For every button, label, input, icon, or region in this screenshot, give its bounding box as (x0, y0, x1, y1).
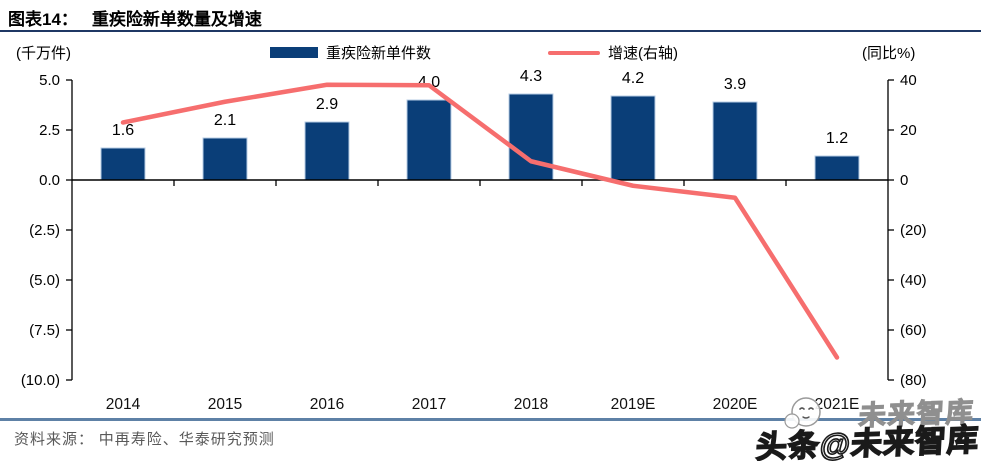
right-axis-unit: (同比%) (862, 45, 916, 62)
line-series-swatch (548, 50, 600, 55)
title-divider (0, 30, 981, 32)
right-axis-tick-label: (60) (900, 322, 927, 339)
category-label: 2020E (713, 396, 758, 413)
legend-item-line: 增速(右轴) (548, 42, 678, 63)
category-label: 2017 (412, 396, 446, 413)
right-axis-tick-label: (20) (900, 222, 927, 239)
left-axis-unit: (千万件) (16, 45, 71, 62)
bar-value-label: 4.2 (622, 70, 644, 87)
source-note: 资料来源： 中再寿险、华泰研究预测 (14, 432, 275, 448)
combo-chart-plot: 5.0 2.5 0.0 (2.5) (5.0) (7.5) (10.0) 40 20 0 (20) (… (21, 68, 927, 413)
category-label: 2015 (208, 396, 242, 413)
left-axis-tick-label: (7.5) (29, 322, 60, 339)
bar-series-swatch (270, 47, 318, 58)
left-axis-tick-label: 0.0 (39, 172, 60, 189)
bar-value-label: 2.9 (316, 96, 338, 113)
left-axis-tick-label: 5.0 (39, 72, 60, 89)
right-axis-tick-label: (40) (900, 272, 927, 289)
right-axis-tick-label: 40 (900, 72, 917, 89)
bar-series-label: 重疾险新单件数 (326, 45, 432, 62)
right-axis-tick-label: 0 (900, 172, 908, 189)
bar-2019E (610, 95, 656, 181)
bar-value-label: 3.9 (724, 76, 746, 93)
category-label: 2014 (106, 396, 141, 413)
category-label: 2018 (514, 396, 548, 413)
bar-2014 (100, 147, 146, 181)
growth-line (120, 82, 840, 360)
bar-2020E (712, 101, 758, 181)
bar-2018 (508, 93, 554, 181)
left-axis-tick-label: (10.0) (21, 372, 60, 389)
category-label: 2021E (815, 396, 860, 413)
right-axis-tick-label: (80) (900, 372, 927, 389)
left-axis-tick-label: (5.0) (29, 272, 60, 289)
bar-2021E (814, 155, 860, 181)
bar-value-label: 4.3 (520, 68, 542, 85)
category-label: 2016 (310, 396, 344, 413)
left-axis-tick-label: 2.5 (39, 122, 60, 139)
figure-bottom-divider (0, 418, 981, 421)
legend-item-bars: 重疾险新单件数 (270, 42, 431, 63)
line-series-label: 增速(右轴) (608, 45, 678, 62)
category-label: 2019E (611, 396, 656, 413)
figure-title: 图表14： 重疾险新单数量及增速 (8, 5, 262, 30)
bar-2015 (202, 137, 248, 181)
bar-value-label: 1.6 (112, 122, 134, 139)
figure-title-text: 重疾险新单数量及增速 (91, 10, 262, 29)
left-axis-tick-label: (2.5) (29, 222, 60, 239)
right-axis-tick-label: 20 (900, 122, 917, 139)
bar-2017 (406, 99, 452, 181)
watermark-main-text: 头条@未来智库 (754, 421, 981, 461)
bar-value-label: 2.1 (214, 112, 236, 129)
bar-2016 (304, 121, 350, 181)
bar-value-label: 1.2 (826, 130, 848, 147)
figure-number: 图表14： (8, 10, 78, 29)
